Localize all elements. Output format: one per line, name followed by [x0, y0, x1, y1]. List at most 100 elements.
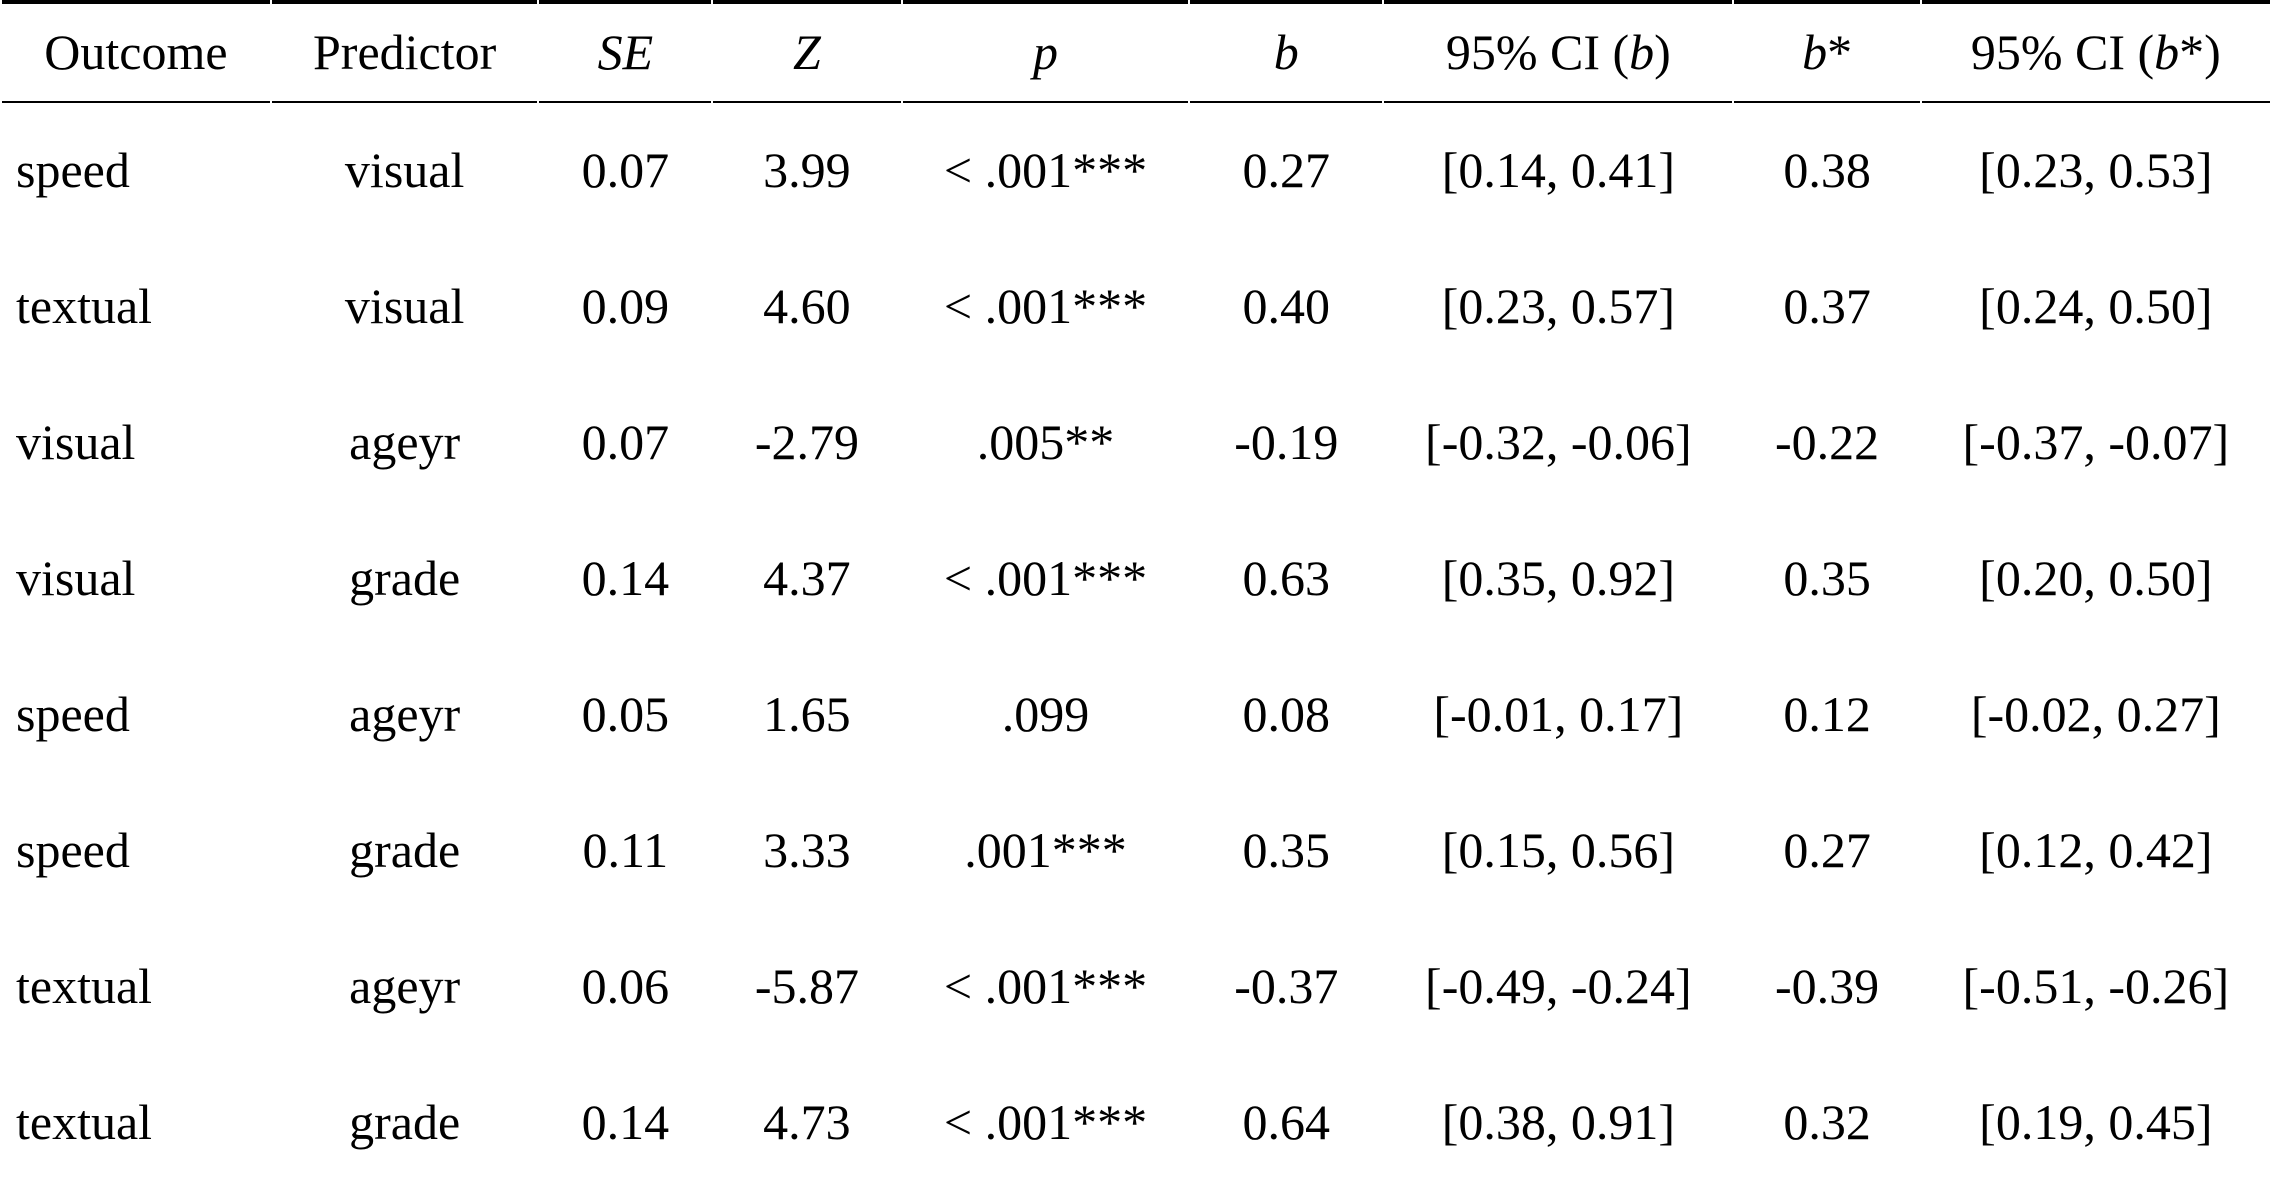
cell-predictor: ageyr: [349, 414, 461, 471]
cell-outcome: speed: [16, 686, 130, 743]
cell-predictor: grade: [272, 1055, 538, 1183]
header-italic-text: b: [1802, 23, 1828, 80]
header-text: ): [1654, 23, 1671, 80]
cell-p: < .001***: [943, 278, 1148, 335]
cell-se: 0.06: [581, 958, 670, 1015]
cell-b-star: 0.37: [1783, 278, 1871, 335]
cell-ci-b: [-0.49, -0.24]: [1425, 958, 1692, 1015]
cell-outcome: speed: [16, 142, 130, 199]
cell-b-star: -0.39: [1774, 958, 1880, 1015]
column-header-p: p: [902, 0, 1189, 103]
table-row: textual visual 0.09 4.60 < .001*** 0.40 [0.23,…: [2, 239, 2270, 375]
cell-ci-b-star: [0.19, 0.45]: [1922, 1055, 2270, 1183]
header-text: *): [2179, 23, 2221, 80]
cell-predictor: visual: [344, 142, 465, 199]
cell-outcome: visual: [16, 414, 136, 471]
cell-b: -0.19: [1234, 414, 1339, 471]
cell-predictor: ageyr: [349, 686, 461, 743]
cell-se: 0.11: [582, 822, 669, 879]
cell-ci-b-star: [0.20, 0.50]: [1979, 550, 2213, 607]
header-text: 95% CI (: [1970, 23, 2155, 80]
table-row: speed visual 0.07 3.99 < .001*** 0.27 [0.14, 0…: [2, 103, 2270, 239]
cell-predictor: grade: [349, 822, 461, 879]
cell-se: 0.14: [539, 1055, 711, 1183]
column-header-se: SE: [539, 0, 712, 103]
column-header-outcome: Outcome: [2, 0, 270, 103]
column-header-b-star: b*: [1734, 0, 1920, 103]
column-header-ci-b-star: 95% CI (b*): [1921, 0, 2270, 103]
cell-se: 0.14: [581, 550, 670, 607]
cell-predictor: ageyr: [349, 958, 461, 1015]
cell-b-star: 0.32: [1734, 1055, 1919, 1183]
cell-outcome: visual: [16, 550, 136, 607]
cell-z: -2.79: [754, 414, 859, 471]
cell-ci-b: [0.14, 0.41]: [1441, 142, 1675, 199]
cell-b: 0.35: [1242, 822, 1331, 879]
table-row: visual ageyr 0.07 -2.79 .005** -0.19 [-0.32, -…: [2, 375, 2270, 511]
cell-ci-b: [0.38, 0.91]: [1384, 1055, 1732, 1183]
cell-b: 0.08: [1242, 686, 1331, 743]
cell-ci-b-star: [0.23, 0.53]: [1979, 142, 2213, 199]
cell-b: 0.27: [1242, 142, 1331, 199]
cell-z: 1.65: [763, 686, 851, 743]
cell-z: 3.33: [763, 822, 851, 879]
cell-p: .005**: [976, 414, 1115, 471]
cell-se: 0.05: [581, 686, 670, 743]
cell-z: 4.73: [713, 1055, 900, 1183]
header-italic-text: b: [2154, 23, 2180, 80]
header-italic-text: b: [1273, 23, 1299, 80]
cell-outcome: textual: [16, 278, 153, 335]
cell-outcome: speed: [16, 822, 130, 879]
cell-z: 4.37: [763, 550, 851, 607]
cell-predictor: grade: [349, 550, 461, 607]
header-text: *: [1827, 23, 1853, 80]
cell-ci-b-star: [-0.51, -0.26]: [1962, 958, 2230, 1015]
cell-ci-b-star: [-0.37, -0.07]: [1962, 414, 2230, 471]
cell-b: -0.37: [1234, 958, 1339, 1015]
cell-ci-b: [0.15, 0.56]: [1441, 822, 1675, 879]
cell-p: < .001***: [903, 1055, 1189, 1183]
cell-z: 3.99: [763, 142, 851, 199]
cell-b: 0.64: [1190, 1055, 1382, 1183]
cell-b: 0.63: [1242, 550, 1331, 607]
header-italic-text: b: [1629, 23, 1655, 80]
cell-ci-b-star: [-0.02, 0.27]: [1970, 686, 2221, 743]
cell-b-star: 0.35: [1783, 550, 1871, 607]
column-header-b: b: [1190, 0, 1383, 103]
cell-z: -5.87: [754, 958, 859, 1015]
cell-outcome: textual: [2, 1055, 270, 1183]
header-italic-text: SE: [597, 23, 654, 80]
cell-se: 0.07: [581, 142, 670, 199]
cell-se: 0.07: [581, 414, 670, 471]
column-header-ci-b: 95% CI (b): [1384, 0, 1733, 103]
table-row: textual ageyr 0.06 -5.87 < .001*** -0.37 [-0.4…: [2, 919, 2270, 1055]
table-row: speed grade 0.11 3.33 .001*** 0.35 [0.15, 0.56…: [2, 783, 2270, 919]
column-header-predictor: Predictor: [271, 0, 538, 103]
cell-se: 0.09: [581, 278, 670, 335]
cell-b-star: 0.12: [1783, 686, 1871, 743]
cell-p: < .001***: [943, 142, 1148, 199]
cell-ci-b: [0.35, 0.92]: [1441, 550, 1675, 607]
table-body: speed visual 0.07 3.99 < .001*** 0.27 [0.14, 0…: [2, 103, 2270, 1183]
cell-p: < .001***: [943, 958, 1148, 1015]
cell-b-star: 0.27: [1783, 822, 1871, 879]
header-italic-text: Z: [793, 23, 821, 80]
table-row: speed ageyr 0.05 1.65 .099 0.08 [-0.01, 0.17] 0…: [2, 647, 2270, 783]
cell-outcome: textual: [16, 958, 153, 1015]
cell-ci-b: [0.23, 0.57]: [1441, 278, 1675, 335]
header-text: Predictor: [313, 23, 497, 80]
header-text: Outcome: [44, 23, 228, 80]
header-italic-text: p: [1032, 23, 1058, 80]
cell-ci-b-star: [0.12, 0.42]: [1979, 822, 2213, 879]
cell-p: < .001***: [943, 550, 1148, 607]
cell-b-star: -0.22: [1774, 414, 1880, 471]
table-row: visual grade 0.14 4.37 < .001*** 0.63 [0.35, 0…: [2, 511, 2270, 647]
cell-ci-b-star: [0.24, 0.50]: [1979, 278, 2213, 335]
column-header-z: Z: [713, 0, 901, 103]
cell-p: .001***: [964, 822, 1127, 879]
table-row: textual grade 0.14 4.73 < .001*** 0.64 [0.38, …: [2, 1055, 2270, 1183]
cell-z: 4.60: [763, 278, 851, 335]
